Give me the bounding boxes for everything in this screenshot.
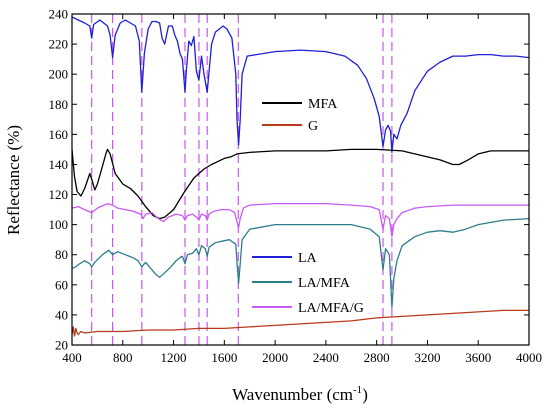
x-tick-label: 2000 [262, 350, 288, 365]
legend-label: G [308, 119, 318, 134]
x-axis-title: Wavenumber (cm-1) [232, 384, 368, 404]
x-ticks-group: 400 800 1200 1600 2000 2400 2800 3200 3600 4000 [62, 14, 542, 365]
y-tick-label: 240 [49, 7, 69, 22]
y-tick-label: 40 [55, 307, 68, 322]
x-axis-title-end: ) [362, 385, 368, 404]
x-tick-label: 1200 [161, 350, 187, 365]
y-tick-label: 220 [49, 37, 69, 52]
x-tick-label: 800 [113, 350, 133, 365]
series-line-la-mfa-g [71, 202, 529, 238]
series-line-la [71, 16, 530, 154]
y-tick-label: 80 [55, 247, 68, 262]
x-tick-label: 2400 [313, 350, 339, 365]
x-tick-label: 4000 [516, 350, 542, 365]
series-group [71, 16, 530, 337]
x-tick-label: 3200 [414, 350, 440, 365]
legend-label: LA/MFA/G [298, 301, 364, 316]
x-tick-label: 1600 [211, 350, 237, 365]
x-tick-label: 400 [62, 350, 82, 365]
x-axis-title-superscript: -1 [353, 384, 362, 396]
series-line-mfa [71, 148, 529, 220]
legend-label: LA/MFA [298, 276, 351, 291]
y-tick-label: 200 [49, 67, 69, 82]
x-axis-title-main: Wavenumber (cm [232, 385, 353, 404]
y-ticks-group: 20 40 60 80 100 120 140 160 180 200 220 240 [49, 7, 529, 353]
y-tick-label: 160 [49, 127, 69, 142]
legend-bottom: LA LA/MFA LA/MFA/G [252, 251, 364, 316]
series-line-g [71, 309, 529, 337]
plot-frame [71, 13, 530, 346]
y-axis-title: Reflectance (%) [4, 125, 23, 235]
y-tick-label: 60 [55, 277, 68, 292]
reference-lines-group [91, 14, 393, 345]
legend-label: LA [298, 251, 318, 266]
x-tick-label: 2800 [364, 350, 390, 365]
y-tick-label: 100 [49, 217, 69, 232]
legend-label: MFA [308, 97, 338, 112]
legend-top: MFA G [262, 97, 338, 134]
x-tick-label: 3600 [465, 350, 491, 365]
y-tick-label: 140 [49, 157, 69, 172]
series-line-la-mfa [71, 217, 530, 309]
y-tick-label: 120 [49, 187, 69, 202]
y-tick-label: 180 [49, 97, 69, 112]
y-tick-label: 20 [55, 338, 68, 353]
